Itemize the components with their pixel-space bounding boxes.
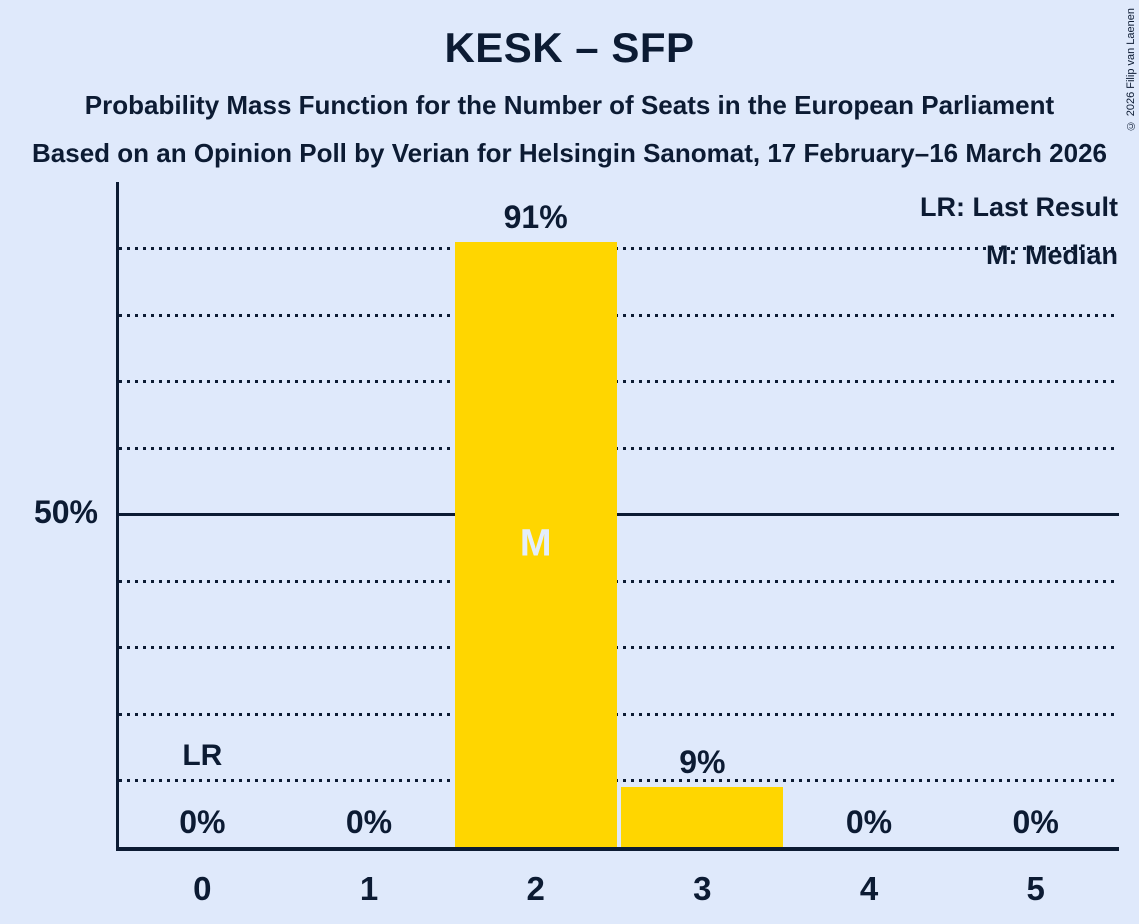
x-axis: 0 1 2 3 4 5 — [119, 866, 1119, 911]
gridline-solid-50 — [119, 513, 1119, 516]
y-axis-label-50: 50% — [33, 494, 98, 530]
legend-median: M: Median — [986, 240, 1118, 270]
median-label: M — [519, 522, 552, 565]
chart-subtitle-line2: Based on an Opinion Poll by Verian for H… — [32, 138, 1107, 168]
gridline-dotted — [119, 712, 1119, 716]
gridline-dotted — [119, 779, 1119, 782]
x-axis-tick-4: 4 — [859, 870, 879, 907]
chart-title: KESK – SFP — [444, 24, 695, 71]
x-axis-tick-0: 0 — [193, 870, 212, 907]
legend-last-result: LR: Last Result — [919, 192, 1118, 222]
gridline-dotted — [119, 313, 1119, 317]
bar-seats-3 — [621, 787, 784, 847]
gridline-dotted — [119, 646, 1119, 649]
bar-value-label: 9% — [679, 744, 726, 781]
x-axis-tick-2: 2 — [526, 870, 545, 907]
last-result-label: LR — [182, 738, 223, 772]
bar-value-label: 0% — [845, 804, 893, 840]
gridline-dotted — [119, 579, 1119, 583]
x-axis-tick-3: 3 — [693, 870, 712, 907]
x-axis-tick-1: 1 — [359, 870, 379, 907]
bar-value-label: 0% — [345, 804, 393, 840]
plot-area: 0% LR 0% 91% M 9% 0% 0% — [116, 182, 1119, 851]
gridline-dotted — [119, 380, 1119, 383]
x-axis-tick-5: 5 — [1026, 870, 1045, 907]
gridline-dotted — [119, 446, 1119, 450]
bar-value-label: 0% — [1012, 804, 1059, 840]
bar-value-label: 91% — [503, 198, 568, 235]
chart-subtitle-line1: Probability Mass Function for the Number… — [84, 90, 1055, 120]
chart-legend: LR: Last Result M: Median — [920, 183, 1118, 279]
bar-seats-2 — [454, 241, 617, 847]
plot-inner: 0% LR 0% 91% M 9% 0% 0% — [119, 182, 1119, 847]
gridline-dotted — [119, 247, 1119, 250]
bar-value-label: 0% — [179, 804, 226, 840]
copyright-text: © 2026 Filip van Laenen — [1125, 8, 1137, 132]
